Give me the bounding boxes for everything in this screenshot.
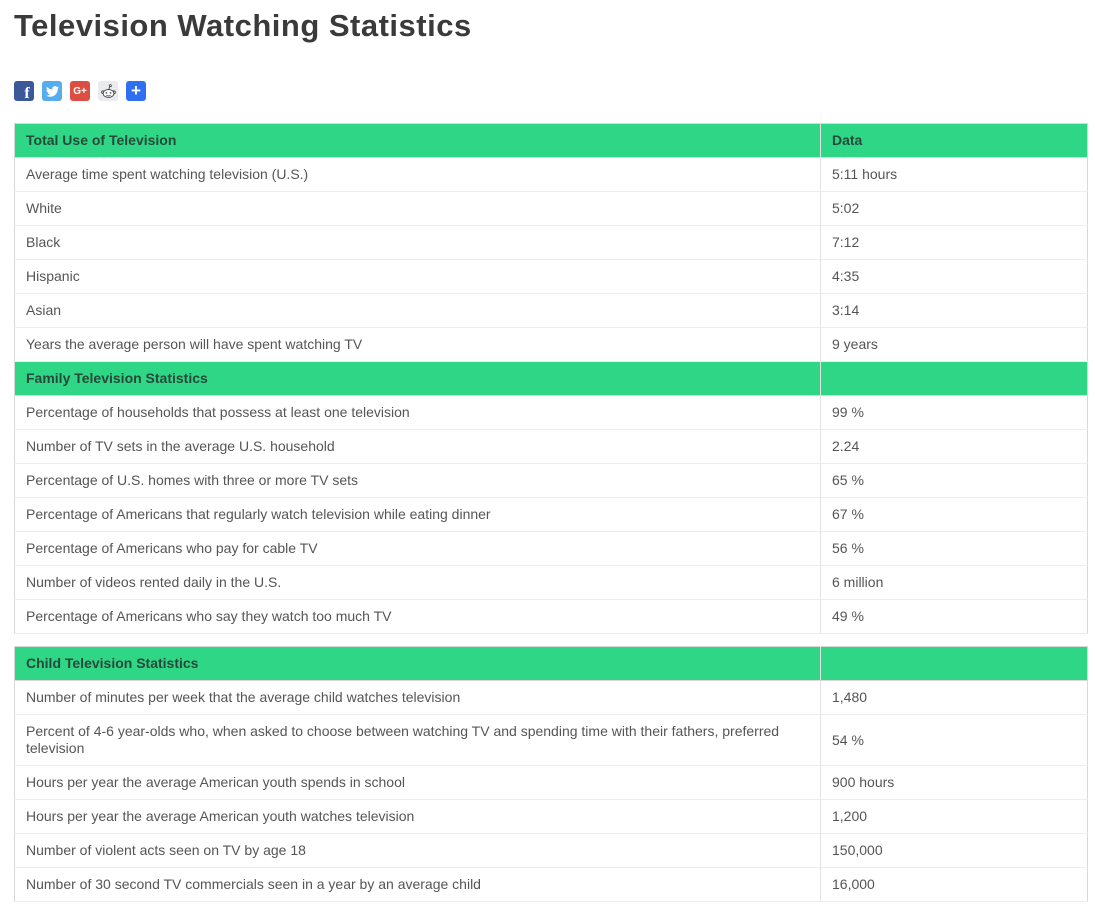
stat-value: 2.24 <box>820 429 1088 464</box>
table-row: White 5:02 <box>14 191 1088 226</box>
stat-label: Number of minutes per week that the aver… <box>14 680 821 715</box>
stat-value: 6 million <box>820 565 1088 600</box>
table-row: Percentage of Americans that regularly w… <box>14 497 1088 532</box>
table-row: Percentage of U.S. homes with three or m… <box>14 463 1088 498</box>
stat-value: 67 % <box>820 497 1088 532</box>
share-bar: f G+ + <box>14 81 1087 101</box>
stat-value: 1,480 <box>820 680 1088 715</box>
stat-label: Percentage of Americans who say they wat… <box>14 599 821 634</box>
stat-label: Number of videos rented daily in the U.S… <box>14 565 821 600</box>
table-row: Years the average person will have spent… <box>14 327 1088 362</box>
table-row: Hours per year the average American yout… <box>14 799 1088 834</box>
table-row: Hispanic 4:35 <box>14 259 1088 294</box>
stat-value: 150,000 <box>820 833 1088 868</box>
stat-value: 99 % <box>820 395 1088 430</box>
stat-label: Hours per year the average American yout… <box>14 765 821 800</box>
table-row: Average time spent watching television (… <box>14 157 1088 192</box>
stat-label: Percentage of Americans who pay for cabl… <box>14 531 821 566</box>
stat-value: 56 % <box>820 531 1088 566</box>
stat-value: 4:35 <box>820 259 1088 294</box>
stat-label: Percentage of households that possess at… <box>14 395 821 430</box>
stat-label: Hours per year the average American yout… <box>14 799 821 834</box>
twitter-bird-icon <box>45 85 59 97</box>
page-title: Television Watching Statistics <box>14 8 472 43</box>
stat-label: White <box>14 191 821 226</box>
stats-table: Total Use of Television Data Average time … <box>14 123 1088 634</box>
stat-value: 1,200 <box>820 799 1088 834</box>
stat-value: 16,000 <box>820 867 1088 902</box>
table-row: Black 7:12 <box>14 225 1088 260</box>
stat-label: Number of 30 second TV commercials seen … <box>14 867 821 902</box>
table-row: Number of minutes per week that the aver… <box>14 680 1088 715</box>
twitter-share-icon[interactable] <box>42 81 62 101</box>
section-header-row: Total Use of Television Data <box>14 123 1088 158</box>
stat-label: Black <box>14 225 821 260</box>
stats-table: Child Television Statistics Number of min… <box>14 646 1088 902</box>
stat-value: 54 % <box>820 714 1088 766</box>
section-title: Family Television Statistics <box>14 361 821 396</box>
table-row: Percent of 4-6 year-olds who, when asked… <box>14 714 1088 766</box>
stat-value: 5:11 hours <box>820 157 1088 192</box>
data-column-header: Data <box>820 123 1088 158</box>
table-row: Number of videos rented daily in the U.S… <box>14 565 1088 600</box>
reddit-share-icon[interactable] <box>98 81 118 101</box>
section-header-row: Family Television Statistics <box>14 361 1088 396</box>
table-row: Percentage of households that possess at… <box>14 395 1088 430</box>
google-plus-letters: G+ <box>73 85 87 97</box>
stat-value: 7:12 <box>820 225 1088 260</box>
stat-value: 49 % <box>820 599 1088 634</box>
stat-value: 65 % <box>820 463 1088 498</box>
stat-label: Number of violent acts seen on TV by age… <box>14 833 821 868</box>
facebook-share-icon[interactable]: f <box>14 81 34 101</box>
stat-label: Asian <box>14 293 821 328</box>
section-header-row: Child Television Statistics <box>14 646 1088 681</box>
stat-label: Percent of 4-6 year-olds who, when asked… <box>14 714 821 766</box>
table-row: Percentage of Americans who say they wat… <box>14 599 1088 634</box>
google-plus-share-icon[interactable]: G+ <box>70 81 90 101</box>
stat-value: 900 hours <box>820 765 1088 800</box>
section-title: Child Television Statistics <box>14 646 821 681</box>
stat-label: Average time spent watching television (… <box>14 157 821 192</box>
table-row: Number of TV sets in the average U.S. ho… <box>14 429 1088 464</box>
more-share-icon[interactable]: + <box>126 81 146 101</box>
plus-glyph: + <box>131 81 141 100</box>
table-row: Percentage of Americans who pay for cabl… <box>14 531 1088 566</box>
reddit-alien-icon <box>100 83 116 98</box>
stat-label: Percentage of U.S. homes with three or m… <box>14 463 821 498</box>
stat-label: Years the average person will have spent… <box>14 327 821 362</box>
stat-value: 5:02 <box>820 191 1088 226</box>
facebook-letter: f <box>24 85 30 102</box>
stat-value: 9 years <box>820 327 1088 362</box>
table-row: Number of violent acts seen on TV by age… <box>14 833 1088 868</box>
stat-label: Number of TV sets in the average U.S. ho… <box>14 429 821 464</box>
table-row: Number of 30 second TV commercials seen … <box>14 867 1088 902</box>
data-column-header <box>820 361 1088 396</box>
data-column-header <box>820 646 1088 681</box>
table-row: Asian 3:14 <box>14 293 1088 328</box>
stat-value: 3:14 <box>820 293 1088 328</box>
section-title: Total Use of Television <box>14 123 821 158</box>
stat-label: Hispanic <box>14 259 821 294</box>
table-row: Hours per year the average American yout… <box>14 765 1088 800</box>
stat-label: Percentage of Americans that regularly w… <box>14 497 821 532</box>
statistics-tables: Total Use of Television Data Average time … <box>14 123 1088 902</box>
